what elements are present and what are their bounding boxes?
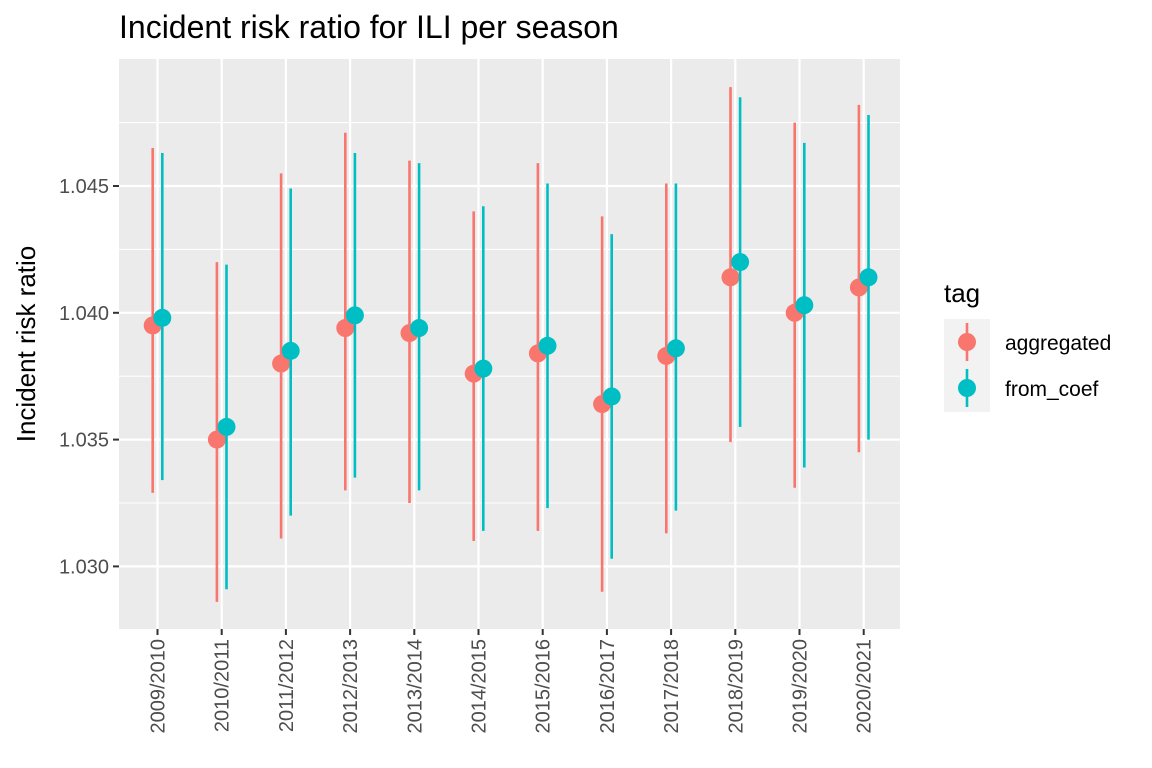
legend-label-aggregated: aggregated [1005,332,1111,355]
point-from-coef [345,306,364,325]
y-tick-label: 1.035 [59,430,109,452]
x-axis: 2009/2010 2010/2011 2011/2012 2012/2013 2013… [148,629,876,734]
y-axis-label: Incident risk ratio [11,246,41,443]
x-tick-label: 2013/2014 [404,639,426,734]
plot-panel [119,59,900,629]
point-from-coef [474,359,493,378]
point-from-coef [281,341,300,360]
point-from-coef [153,308,172,327]
chart-title: Incident risk ratio for ILI per season [119,9,619,45]
point-aggregated [336,319,355,338]
point-from-coef [217,417,236,436]
legend: tag aggregated from_coef [944,278,1111,412]
point-from-coef [795,296,814,315]
legend-label-from-coef: from_coef [1005,378,1099,401]
x-tick-label: 2020/2021 [854,639,876,734]
x-tick-label: 2014/2015 [469,639,491,734]
point-aggregated [207,430,226,449]
legend-key-point-from-coef [958,379,976,397]
y-axis: 1.030 1.035 1.040 1.045 [59,176,119,578]
point-from-coef [602,387,621,406]
major-gridlines [119,59,900,629]
x-tick-label: 2017/2018 [661,639,683,734]
x-tick-label: 2019/2020 [790,639,812,734]
legend-title: tag [944,278,980,308]
point-from-coef [731,253,750,272]
x-tick-label: 2015/2016 [533,639,555,734]
x-tick-label: 2018/2019 [725,639,747,734]
point-from-coef [538,336,557,355]
x-tick-label: 2016/2017 [597,639,619,734]
y-tick-label: 1.045 [59,176,109,198]
x-tick-label: 2011/2012 [276,639,298,732]
point-from-coef [666,339,685,358]
data-marks [143,87,878,602]
point-from-coef [410,319,429,338]
x-tick-label: 2010/2011 [212,639,234,732]
x-tick-label: 2012/2013 [340,639,362,734]
legend-key-point-aggregated [958,333,976,351]
minor-gridlines [119,122,900,504]
point-from-coef [859,268,878,287]
point-aggregated [721,268,740,287]
x-tick-label: 2009/2010 [148,639,170,734]
point-aggregated [272,354,291,373]
y-tick-label: 1.040 [59,303,109,325]
y-tick-label: 1.030 [59,556,109,578]
